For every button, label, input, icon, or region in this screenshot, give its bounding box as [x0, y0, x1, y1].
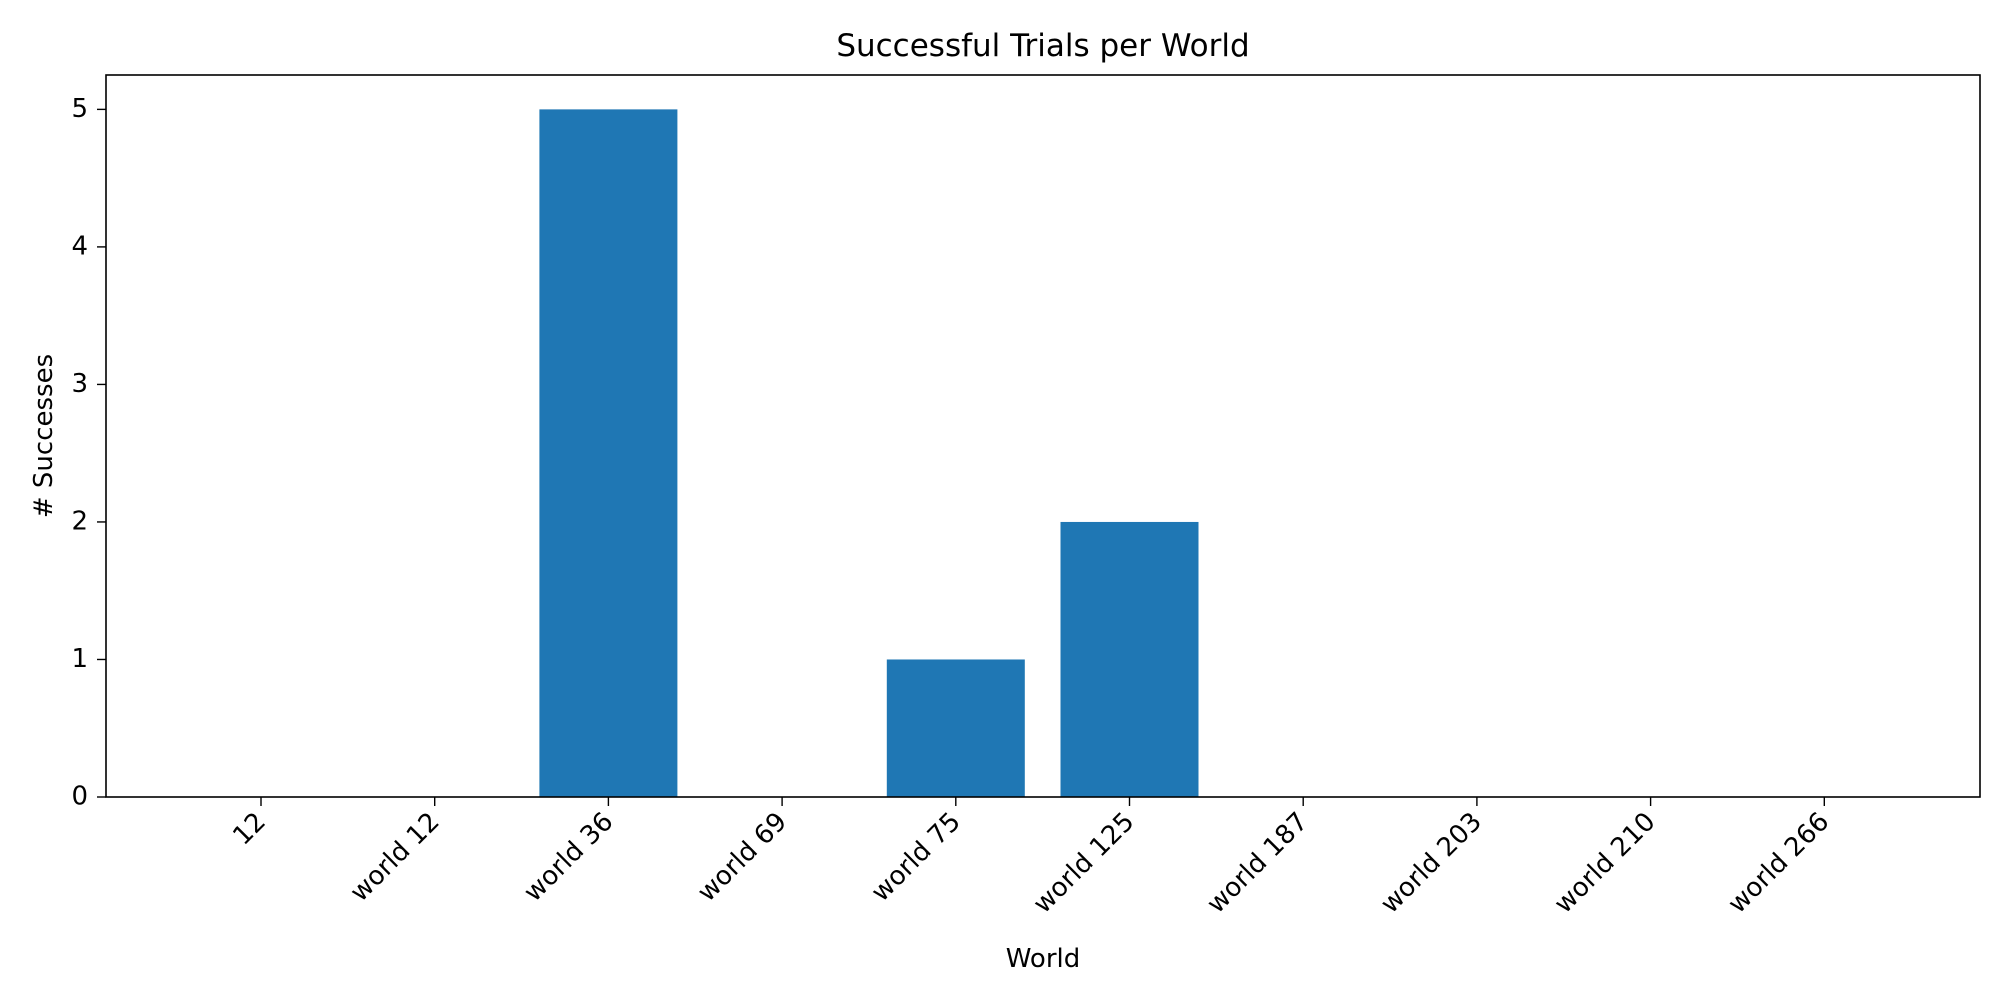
x-tick-label: world 75 [866, 807, 967, 908]
x-tick-label: world 187 [1201, 807, 1314, 920]
x-tick-label: world 203 [1375, 807, 1488, 920]
bar-5 [1060, 521, 1199, 797]
x-tick-label: world 12 [345, 807, 446, 908]
y-tick-label: 3 [71, 369, 88, 399]
y-tick-label: 4 [71, 231, 88, 261]
x-axis-label: World [1006, 944, 1081, 974]
x-tick-label: world 125 [1028, 807, 1141, 920]
y-tick-label: 0 [71, 782, 88, 812]
y-tick-label: 2 [71, 506, 88, 536]
y-tick-label: 5 [71, 94, 88, 124]
y-axis-ticks: 0 1 2 3 4 5 [71, 94, 106, 812]
bars-group [539, 109, 1199, 797]
x-axis-ticks: 12 world 12 world 36 world 69 world 75 world … [227, 797, 1835, 920]
x-tick-label: 12 [227, 807, 272, 852]
bar-4 [886, 659, 1025, 797]
y-tick-label: 1 [71, 644, 88, 674]
bar-2 [539, 109, 678, 797]
x-tick-label: world 266 [1722, 807, 1835, 920]
x-tick-label: world 36 [518, 807, 619, 908]
chart-title: Successful Trials per World [836, 28, 1249, 64]
x-tick-label: world 69 [692, 807, 793, 908]
x-tick-label: world 210 [1549, 807, 1662, 920]
plot-frame [105, 74, 1981, 798]
y-axis-label: # Successes [29, 354, 59, 518]
